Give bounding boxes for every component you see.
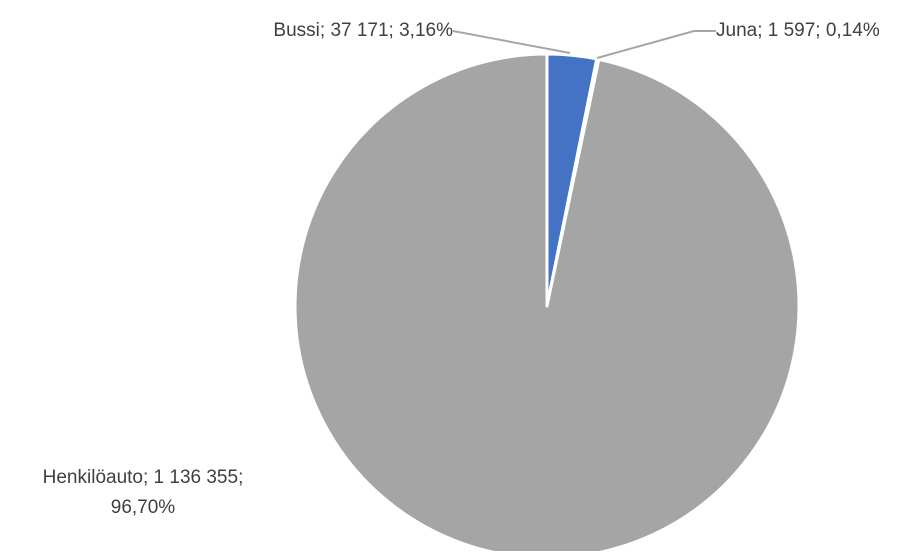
data-label-henkilöauto-line-2: 96,70%: [111, 497, 176, 518]
pie-slice-henkilöauto: [293, 52, 801, 556]
leader-lines-layer: [452, 30, 716, 59]
slices-layer: [293, 52, 801, 556]
data-label-juna-line-1: Juna; 1 597; 0,14%: [716, 20, 880, 41]
leader-line-bussi: [452, 30, 571, 54]
data-labels-layer: Bussi; 37 171; 3,16% Juna; 1 597; 0,14% He…: [43, 20, 880, 518]
data-label-henkilöauto-line-1: Henkilöauto; 1 136 355;: [43, 467, 244, 488]
data-label-bussi-line-1: Bussi; 37 171; 3,16%: [273, 20, 453, 41]
leader-line-juna: [596, 30, 716, 59]
